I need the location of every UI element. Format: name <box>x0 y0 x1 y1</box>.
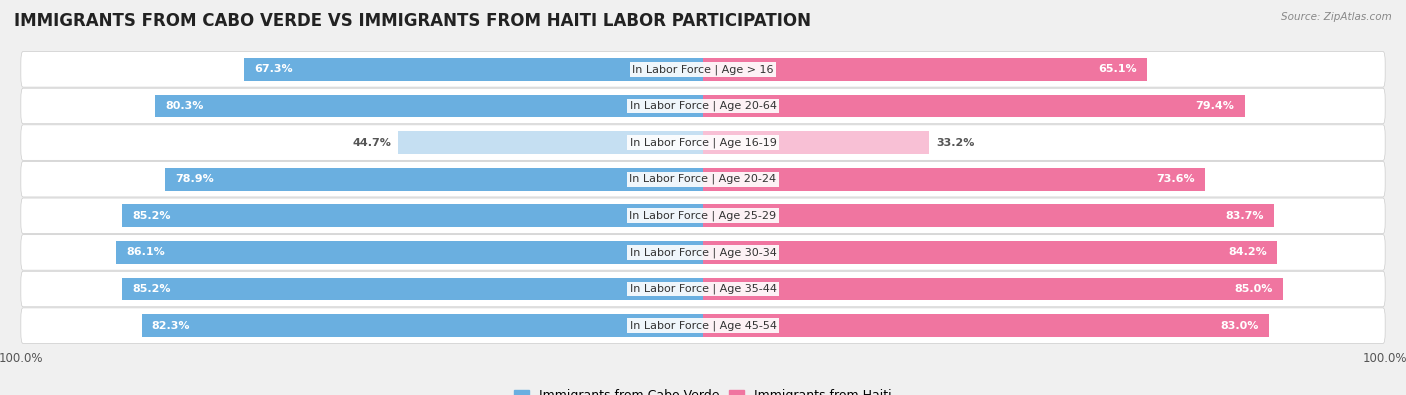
Bar <box>703 205 1274 227</box>
Bar <box>398 131 703 154</box>
Bar <box>155 95 703 117</box>
Text: In Labor Force | Age > 16: In Labor Force | Age > 16 <box>633 64 773 75</box>
Text: 84.2%: 84.2% <box>1229 247 1267 258</box>
Text: 83.0%: 83.0% <box>1220 321 1258 331</box>
Bar <box>703 168 1205 190</box>
Bar <box>122 278 703 300</box>
Text: IMMIGRANTS FROM CABO VERDE VS IMMIGRANTS FROM HAITI LABOR PARTICIPATION: IMMIGRANTS FROM CABO VERDE VS IMMIGRANTS… <box>14 12 811 30</box>
Text: 44.7%: 44.7% <box>353 137 391 148</box>
Text: In Labor Force | Age 30-34: In Labor Force | Age 30-34 <box>630 247 776 258</box>
FancyBboxPatch shape <box>21 162 1385 197</box>
FancyBboxPatch shape <box>21 235 1385 270</box>
FancyBboxPatch shape <box>21 198 1385 233</box>
Bar <box>115 241 703 264</box>
FancyBboxPatch shape <box>21 88 1385 124</box>
Text: 73.6%: 73.6% <box>1156 174 1195 184</box>
Text: In Labor Force | Age 25-29: In Labor Force | Age 25-29 <box>630 211 776 221</box>
Bar <box>142 314 703 337</box>
Legend: Immigrants from Cabo Verde, Immigrants from Haiti: Immigrants from Cabo Verde, Immigrants f… <box>509 384 897 395</box>
Text: 78.9%: 78.9% <box>174 174 214 184</box>
Bar <box>703 58 1147 81</box>
Text: 33.2%: 33.2% <box>936 137 974 148</box>
Bar <box>243 58 703 81</box>
Text: 65.1%: 65.1% <box>1098 64 1137 74</box>
Text: 85.0%: 85.0% <box>1234 284 1272 294</box>
FancyBboxPatch shape <box>21 52 1385 87</box>
Text: 86.1%: 86.1% <box>127 247 165 258</box>
Bar <box>703 95 1244 117</box>
Text: In Labor Force | Age 35-44: In Labor Force | Age 35-44 <box>630 284 776 294</box>
Bar <box>703 278 1282 300</box>
Bar <box>703 131 929 154</box>
Text: 80.3%: 80.3% <box>166 101 204 111</box>
Text: In Labor Force | Age 16-19: In Labor Force | Age 16-19 <box>630 137 776 148</box>
Text: In Labor Force | Age 20-24: In Labor Force | Age 20-24 <box>630 174 776 184</box>
FancyBboxPatch shape <box>21 308 1385 343</box>
Text: In Labor Force | Age 20-64: In Labor Force | Age 20-64 <box>630 101 776 111</box>
Text: 82.3%: 82.3% <box>152 321 190 331</box>
Text: 83.7%: 83.7% <box>1225 211 1264 221</box>
FancyBboxPatch shape <box>21 125 1385 160</box>
Bar <box>703 314 1270 337</box>
Text: 67.3%: 67.3% <box>254 64 292 74</box>
Bar <box>165 168 703 190</box>
Text: 85.2%: 85.2% <box>132 211 170 221</box>
Bar <box>122 205 703 227</box>
Text: Source: ZipAtlas.com: Source: ZipAtlas.com <box>1281 12 1392 22</box>
Text: In Labor Force | Age 45-54: In Labor Force | Age 45-54 <box>630 320 776 331</box>
FancyBboxPatch shape <box>21 271 1385 307</box>
Text: 79.4%: 79.4% <box>1195 101 1234 111</box>
Bar <box>703 241 1277 264</box>
Text: 85.2%: 85.2% <box>132 284 170 294</box>
